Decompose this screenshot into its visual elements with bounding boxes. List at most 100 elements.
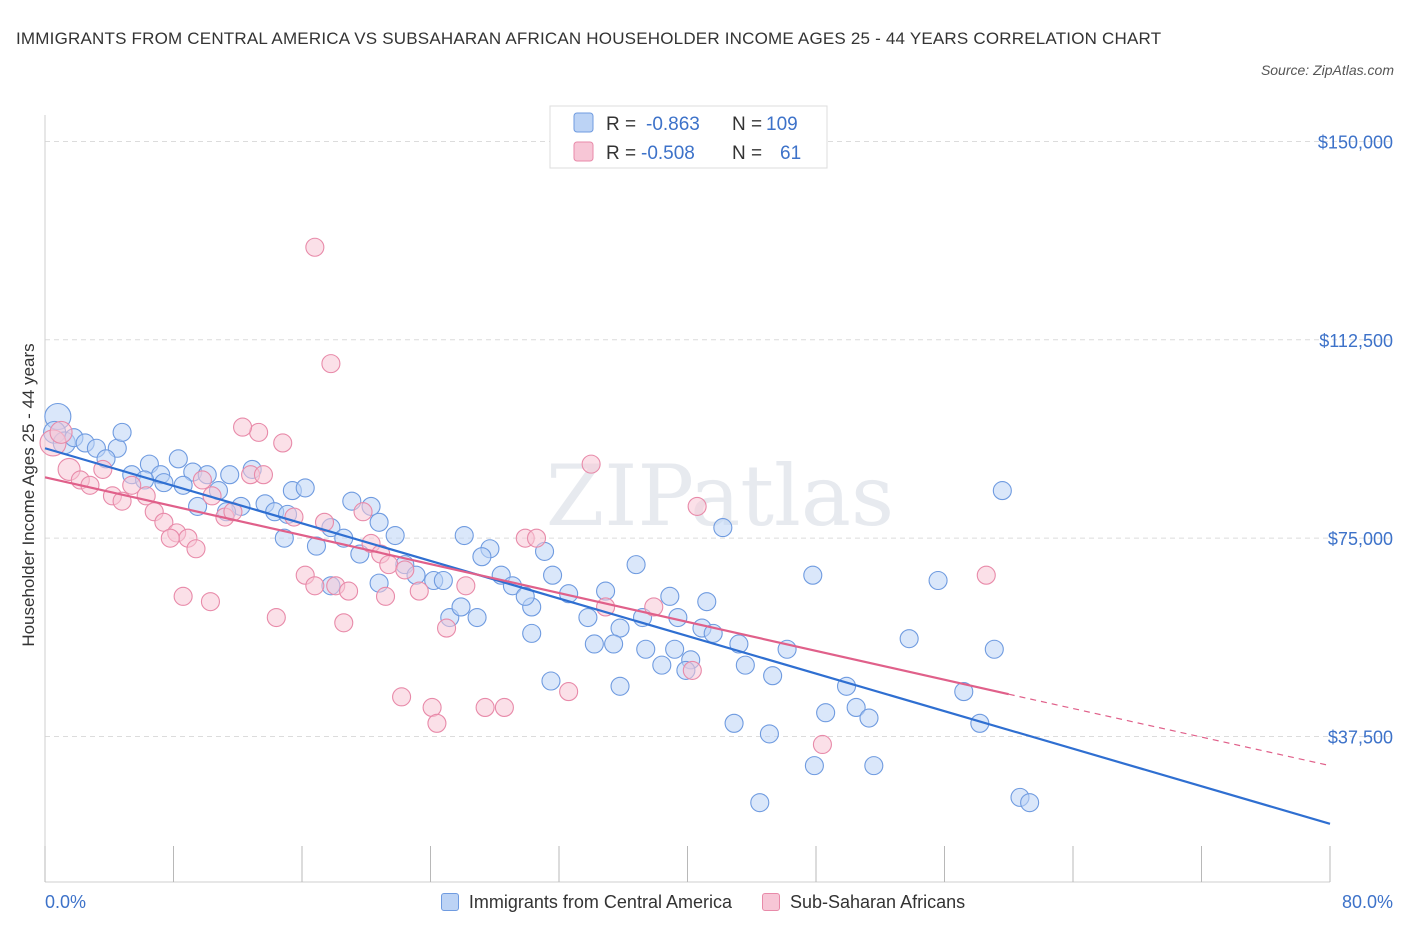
x-tick-label: 0.0% (45, 892, 86, 912)
data-point (682, 660, 702, 680)
data-point (274, 528, 294, 548)
data-point (437, 618, 457, 638)
data-point (160, 528, 180, 548)
data-point (192, 470, 212, 490)
data-point (266, 607, 286, 628)
data-point (954, 682, 974, 702)
data-point (578, 607, 598, 628)
y-tick-labels: $37,500 $75,000 $112,500 $150,000 (1318, 132, 1393, 747)
data-point (735, 655, 755, 675)
data-point (321, 354, 341, 374)
data-point (610, 618, 630, 638)
bottom-legend: Immigrants from Central America Sub-Saha… (0, 890, 1406, 914)
data-point (763, 666, 783, 686)
data-point (427, 713, 447, 733)
data-point (526, 528, 547, 548)
data-point (392, 687, 412, 707)
data-point (385, 525, 405, 546)
data-point (713, 518, 733, 538)
data-point (626, 555, 646, 575)
data-point (422, 697, 442, 717)
legend-r-label: R = (606, 143, 636, 164)
trend-line-subsaharan-extension (1008, 693, 1331, 767)
data-point (472, 547, 492, 567)
data-point (202, 486, 222, 506)
data-point (395, 560, 415, 580)
legend-item-subsaharan: Sub-Saharan Africans (761, 890, 966, 914)
legend-r-value: -0.863 (646, 114, 700, 135)
data-point (581, 454, 601, 474)
data-point (584, 634, 604, 654)
data-point (168, 449, 188, 469)
legend-n-label: N = (732, 143, 762, 164)
data-point (515, 586, 535, 606)
data-point (665, 639, 685, 659)
data-point (339, 581, 359, 601)
y-tick-label: $112,500 (1319, 331, 1393, 351)
legend-r-label: R = (606, 114, 636, 135)
data-point (253, 465, 274, 485)
legend-box: R = -0.863 N = 109 R = -0.508 N = 61 (549, 105, 828, 169)
trend-line-central-america (44, 447, 1331, 825)
data-point (494, 697, 514, 717)
data-point (409, 581, 429, 601)
data-point (306, 536, 327, 556)
legend-n-value: 61 (780, 143, 801, 164)
data-point (636, 639, 656, 659)
legend-swatch-pink (761, 893, 780, 911)
data-point (353, 502, 373, 522)
data-point (859, 708, 879, 728)
legend-n-value: 109 (766, 114, 798, 135)
data-point (750, 793, 770, 813)
data-point (122, 475, 142, 495)
trend-lines (44, 447, 1331, 825)
legend-item-central-america: Immigrants from Central America (440, 890, 732, 914)
data-point (816, 703, 836, 723)
data-point (1020, 793, 1040, 813)
source-label: Source: ZipAtlas.com (1260, 62, 1394, 78)
data-point (375, 586, 396, 606)
legend-swatch-blue (440, 893, 459, 911)
x-tick-labels: 0.0% 80.0% (45, 892, 1393, 912)
data-point (541, 671, 561, 691)
data-point (249, 422, 269, 442)
data-point (200, 592, 220, 612)
data-point (729, 634, 749, 654)
data-point (812, 734, 832, 755)
data-point (173, 586, 193, 606)
data-point (697, 592, 717, 612)
data-point (803, 565, 823, 585)
data-point (804, 756, 824, 776)
legend-r-value: -0.508 (641, 143, 695, 164)
data-point (610, 676, 630, 696)
legend-swatch-blue (573, 112, 594, 133)
x-tick-label: 80.0% (1342, 892, 1393, 912)
data-point (928, 570, 948, 591)
data-point (660, 586, 680, 606)
data-point (475, 697, 495, 717)
data-point (604, 634, 624, 654)
data-point (687, 496, 707, 516)
trend-line-subsaharan (44, 476, 1009, 696)
legend-label: Sub-Saharan Africans (789, 891, 966, 912)
data-point (454, 525, 474, 546)
data-point (456, 576, 476, 596)
y-tick-label: $37,500 (1328, 728, 1393, 748)
data-point (220, 465, 240, 485)
legend-label: Immigrants from Central America (468, 891, 732, 912)
data-point (559, 682, 579, 702)
data-point (543, 565, 563, 585)
data-point (899, 629, 919, 649)
data-point (467, 607, 487, 628)
data-point (522, 623, 542, 643)
data-point (369, 512, 389, 532)
data-point (433, 570, 453, 591)
data-point (976, 565, 996, 585)
data-point (596, 581, 616, 601)
legend-n-label: N = (732, 114, 762, 135)
data-point (273, 433, 293, 453)
data-point (644, 597, 664, 617)
data-point (186, 539, 206, 559)
y-axis-label: Householder Income Ages 25 - 44 years (19, 343, 38, 646)
